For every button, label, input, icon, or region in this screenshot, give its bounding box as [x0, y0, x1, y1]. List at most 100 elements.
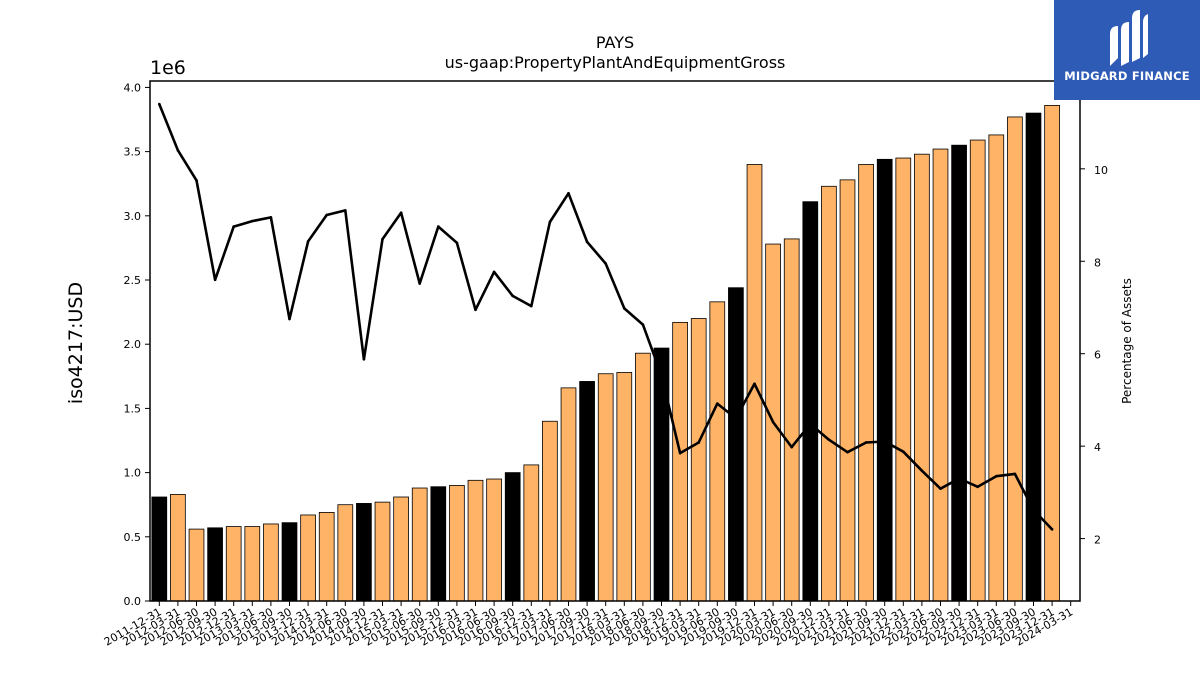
bar: [1044, 104, 1060, 602]
line-point: [939, 487, 942, 490]
y-axis-label: iso4217:USD: [65, 282, 87, 404]
y2-axis-label: Percentage of Assets: [1120, 278, 1134, 404]
bar: [783, 238, 800, 602]
line-point: [232, 225, 235, 228]
line-point: [827, 438, 831, 441]
bar: [207, 527, 223, 602]
bar: [542, 420, 558, 602]
bar: [988, 134, 1005, 602]
bar: [486, 478, 502, 602]
line-point: [251, 219, 254, 223]
bar: [672, 321, 688, 602]
y2-tick-label: 4: [1094, 441, 1101, 454]
brand-logo: MIDGARD FINANCE: [1054, 0, 1200, 100]
line-point: [920, 469, 924, 472]
line-point: [585, 240, 589, 244]
line-point: [306, 240, 310, 243]
bar: [337, 504, 354, 602]
line-series: [158, 102, 1054, 531]
line-point: [455, 241, 459, 245]
bar: [244, 526, 261, 602]
line-point: [399, 211, 403, 215]
line-point: [548, 220, 552, 224]
bar: [728, 287, 744, 602]
line-point: [734, 417, 738, 420]
y-tick-label: 0.5: [124, 531, 142, 544]
line-point: [213, 278, 217, 282]
bar: [969, 139, 986, 602]
line-point: [474, 308, 477, 312]
line-point: [660, 374, 663, 377]
line-point: [158, 102, 161, 106]
bar: [523, 464, 540, 602]
bar: [951, 144, 967, 602]
line-point: [195, 179, 198, 182]
bar: [374, 501, 391, 602]
bar: [914, 153, 930, 602]
bar: [411, 487, 428, 602]
bar: [467, 479, 484, 602]
bar: [579, 381, 595, 602]
line-point: [418, 282, 422, 285]
line-point: [976, 485, 979, 489]
bar: [560, 387, 577, 602]
line-point: [902, 450, 905, 454]
line-point: [864, 441, 868, 444]
bar: [616, 372, 633, 602]
line-point: [492, 270, 496, 274]
bar: [430, 486, 447, 602]
bar: [393, 496, 409, 602]
bar: [802, 201, 819, 602]
line-point: [995, 474, 998, 478]
chart-title: PAYS: [596, 33, 634, 52]
y-tick-label: 3.5: [124, 146, 142, 159]
bar: [690, 318, 707, 602]
line-point: [1050, 528, 1054, 531]
y-tick-label: 4.0: [124, 81, 142, 94]
line-point: [623, 307, 626, 310]
bar: [449, 485, 465, 602]
line-point: [883, 440, 886, 443]
line-point: [957, 477, 961, 480]
line-point: [641, 323, 645, 326]
chart-subtitle: us-gaap:PropertyPlantAndEquipmentGross: [445, 53, 786, 72]
bar: [932, 148, 949, 602]
bar: [709, 301, 726, 602]
line-point: [753, 382, 756, 386]
bar: [504, 472, 521, 602]
line-point: [325, 213, 329, 217]
line-point: [362, 357, 366, 361]
logo-mark-icon: [1110, 10, 1148, 66]
line-point: [697, 441, 700, 444]
bar: [225, 526, 242, 602]
bar: [151, 496, 168, 602]
bar: [858, 164, 874, 602]
line-point: [176, 149, 180, 152]
y-tick-label: 2.0: [124, 338, 142, 351]
bar: [263, 523, 279, 602]
y2-tick-label: 8: [1094, 256, 1101, 269]
bar: [895, 157, 912, 602]
line-point: [1032, 508, 1035, 512]
bar-series: [151, 104, 1060, 602]
bar: [281, 522, 298, 602]
y-tick-label: 1.5: [124, 402, 142, 415]
line-point: [381, 237, 384, 241]
bar: [876, 158, 893, 602]
line-point: [437, 225, 440, 228]
bar: [635, 352, 651, 602]
bar: [356, 503, 372, 602]
logo-text: MIDGARD FINANCE: [1064, 69, 1190, 83]
plot-frame: [149, 80, 1081, 602]
line-point: [716, 402, 719, 405]
line-point: [846, 450, 849, 454]
line-point: [511, 294, 514, 298]
line-point: [809, 422, 812, 426]
y-tick-label: 1.0: [124, 467, 142, 480]
y-offset-label: 1e6: [150, 57, 186, 79]
y-tick-label: 0.0: [124, 595, 142, 608]
line-point: [344, 209, 347, 212]
line-point: [790, 445, 793, 449]
bar: [839, 179, 856, 602]
bar: [188, 528, 205, 602]
